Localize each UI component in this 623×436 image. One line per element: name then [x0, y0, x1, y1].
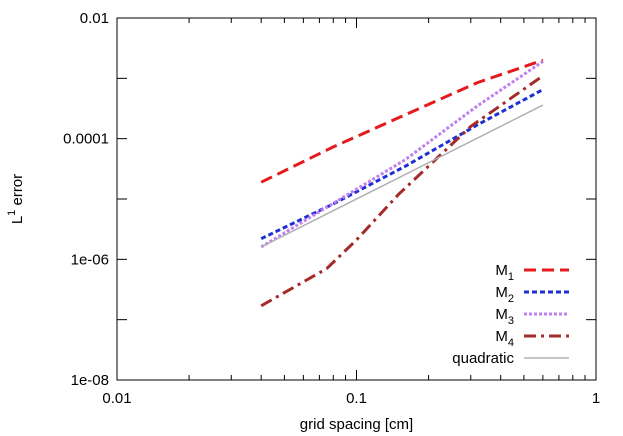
series-line-m4 [260, 74, 544, 308]
legend-item-m1: M1 [495, 262, 569, 283]
y-tick-label: 1e-06 [71, 251, 109, 268]
series-line-quadratic [260, 104, 544, 248]
y-axis-label: L1 error [6, 174, 26, 224]
legend-label: M3 [495, 306, 514, 327]
legend-label: M2 [495, 284, 514, 305]
series-line-m2 [260, 88, 544, 241]
legend-item-quadratic: quadratic [452, 350, 569, 367]
y-tick-label: 0.0001 [63, 131, 109, 148]
x-axis-label: grid spacing [cm] [300, 416, 413, 433]
series-line-m1 [260, 58, 544, 184]
series-line-m3 [260, 60, 544, 249]
x-tick-label: 0.01 [102, 390, 131, 407]
series-layer [260, 58, 544, 308]
x-tick-label: 0.1 [346, 390, 367, 407]
legend-item-m4: M4 [495, 328, 569, 349]
x-tick-label: 1 [592, 390, 600, 407]
legend-item-m2: M2 [495, 284, 569, 305]
legend-label: quadratic [452, 350, 514, 367]
axes-layer: 0.01 0.1 1 1e-08 1e-06 0.0001 0.01 [63, 10, 600, 407]
legend-label: M1 [495, 262, 514, 283]
legend-label: M4 [495, 328, 514, 349]
y-tick-label: 0.01 [80, 10, 109, 27]
y-tick-label: 1e-08 [71, 372, 109, 389]
legend-item-m3: M3 [495, 306, 569, 327]
